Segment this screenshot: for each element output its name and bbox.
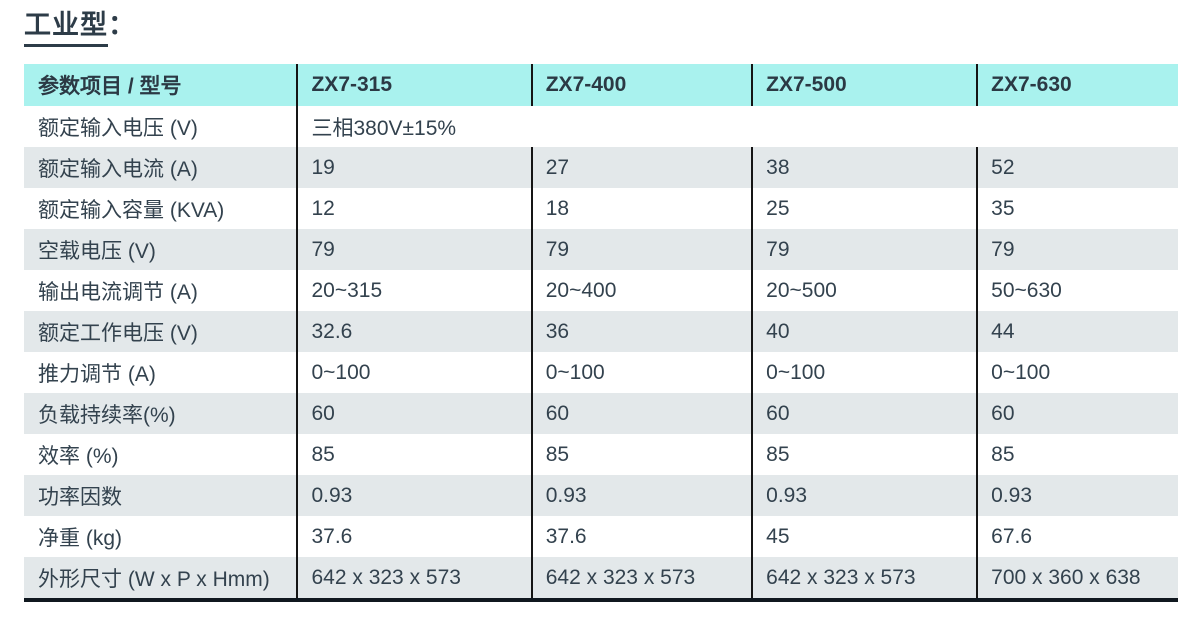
- spec-cell: 79: [976, 229, 1178, 271]
- row-label: 推力调节 (A): [24, 352, 298, 394]
- table-row-rated-input-capacity: 额定输入容量 (KVA) 12 18 25 35: [24, 188, 1178, 230]
- spec-cell: 25: [751, 188, 978, 230]
- spec-cell: 20~500: [751, 270, 978, 312]
- spec-cell: 0.93: [751, 475, 978, 517]
- spec-cell: 0~100: [976, 352, 1178, 394]
- column-header-model-zx7-630: ZX7-630: [976, 64, 1178, 107]
- spec-cell: 0.93: [976, 475, 1178, 517]
- table-row-rated-working-voltage: 额定工作电压 (V) 32.6 36 40 44: [24, 311, 1178, 353]
- table-row-dimensions: 外形尺寸 (W x P x Hmm) 642 x 323 x 573 642 x…: [24, 557, 1178, 601]
- spec-cell: 642 x 323 x 573: [530, 557, 753, 601]
- spec-cell: 40: [751, 311, 978, 353]
- page-title-colon: ：: [108, 10, 136, 40]
- spec-cell: 60: [751, 393, 978, 435]
- spec-cell: 0~100: [296, 352, 532, 394]
- page-title: 工业型：: [24, 8, 1178, 48]
- spec-cell: 79: [296, 229, 532, 271]
- spec-cell: 32.6: [296, 311, 532, 353]
- spec-table: 参数项目 / 型号 ZX7-315 ZX7-400 ZX7-500 ZX7-63…: [24, 64, 1178, 603]
- spec-cell: 20~400: [530, 270, 753, 312]
- spec-cell: 0.93: [296, 475, 532, 517]
- spec-cell: 36: [530, 311, 753, 353]
- row-label: 净重 (kg): [24, 516, 298, 558]
- column-header-params: 参数项目 / 型号: [24, 64, 298, 107]
- spec-cell: 20~315: [296, 270, 532, 312]
- table-row-output-current-range: 输出电流调节 (A) 20~315 20~400 20~500 50~630: [24, 270, 1178, 312]
- row-label: 负载持续率(%): [24, 393, 298, 435]
- spec-cell: 19: [296, 147, 532, 189]
- column-header-model-zx7-315: ZX7-315: [296, 64, 532, 107]
- row-label: 空载电压 (V): [24, 229, 298, 271]
- table-row-rated-input-voltage: 额定输入电压 (V) 三相380V±15%: [24, 106, 1178, 148]
- spec-cell: 85: [296, 434, 532, 476]
- spec-cell: 700 x 360 x 638: [976, 557, 1178, 601]
- column-header-model-zx7-500: ZX7-500: [751, 64, 978, 107]
- spec-cell: 85: [976, 434, 1178, 476]
- spec-cell: 60: [976, 393, 1178, 435]
- row-label: 额定输入电流 (A): [24, 147, 298, 189]
- spec-cell: 85: [751, 434, 978, 476]
- spec-cell: 79: [530, 229, 753, 271]
- spec-cell: 642 x 323 x 573: [296, 557, 532, 601]
- spec-cell: 44: [976, 311, 1178, 353]
- row-label: 额定输入电压 (V): [24, 106, 298, 148]
- spec-cell: 37.6: [296, 516, 532, 558]
- table-row-net-weight: 净重 (kg) 37.6 37.6 45 67.6: [24, 516, 1178, 558]
- spec-cell: 79: [751, 229, 978, 271]
- spec-cell: 38: [751, 147, 978, 189]
- spec-cell: 67.6: [976, 516, 1178, 558]
- spec-cell-spanning: 三相380V±15%: [296, 106, 1178, 148]
- row-label: 效率 (%): [24, 434, 298, 476]
- row-label: 额定工作电压 (V): [24, 311, 298, 353]
- spec-cell: 0.93: [530, 475, 753, 517]
- table-row-rated-input-current: 额定输入电流 (A) 19 27 38 52: [24, 147, 1178, 189]
- spec-cell: 0~100: [530, 352, 753, 394]
- spec-cell: 60: [530, 393, 753, 435]
- spec-cell: 27: [530, 147, 753, 189]
- page-title-text: 工业型: [24, 8, 108, 48]
- spec-cell: 60: [296, 393, 532, 435]
- spec-cell: 52: [976, 147, 1178, 189]
- row-label: 外形尺寸 (W x P x Hmm): [24, 557, 298, 601]
- header-row: 参数项目 / 型号 ZX7-315 ZX7-400 ZX7-500 ZX7-63…: [24, 64, 1178, 107]
- table-row-duty-cycle: 负载持续率(%) 60 60 60 60: [24, 393, 1178, 435]
- table-row-efficiency: 效率 (%) 85 85 85 85: [24, 434, 1178, 476]
- spec-cell: 85: [530, 434, 753, 476]
- spec-cell: 37.6: [530, 516, 753, 558]
- spec-cell: 0~100: [751, 352, 978, 394]
- spec-cell: 642 x 323 x 573: [751, 557, 978, 601]
- row-label: 功率因数: [24, 475, 298, 517]
- table-row-power-factor: 功率因数 0.93 0.93 0.93 0.93: [24, 475, 1178, 517]
- table-row-arc-force-range: 推力调节 (A) 0~100 0~100 0~100 0~100: [24, 352, 1178, 394]
- spec-cell: 35: [976, 188, 1178, 230]
- row-label: 输出电流调节 (A): [24, 270, 298, 312]
- column-header-model-zx7-400: ZX7-400: [530, 64, 753, 107]
- table-row-no-load-voltage: 空载电压 (V) 79 79 79 79: [24, 229, 1178, 271]
- row-label: 额定输入容量 (KVA): [24, 188, 298, 230]
- spec-cell: 50~630: [976, 270, 1178, 312]
- spec-cell: 45: [751, 516, 978, 558]
- spec-cell: 12: [296, 188, 532, 230]
- spec-cell: 18: [530, 188, 753, 230]
